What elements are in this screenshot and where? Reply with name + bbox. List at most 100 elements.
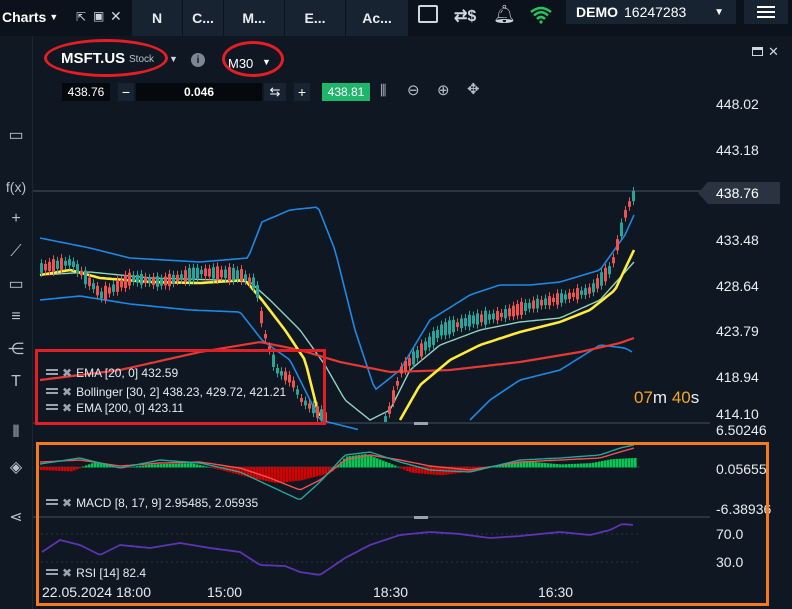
- move-icon[interactable]: ✥: [467, 81, 480, 98]
- info-icon[interactable]: i: [191, 53, 205, 67]
- tab-3[interactable]: M...: [224, 0, 285, 36]
- settings-lines-icon[interactable]: [46, 498, 58, 508]
- legend-macd[interactable]: ✖ MACD [8, 17, 9] 2.95485, 2.05935: [46, 496, 258, 510]
- candle-body: [188, 268, 191, 282]
- layout-icon[interactable]: [418, 5, 438, 23]
- tab-2[interactable]: C...: [183, 0, 224, 36]
- tab-5[interactable]: Ac...: [346, 0, 409, 36]
- macd-histogram-bar: [133, 466, 136, 468]
- time-tick: 15:00: [207, 584, 243, 600]
- account-type: DEMO: [576, 4, 618, 20]
- candle-body: [576, 288, 579, 300]
- macd-histogram-bar: [568, 464, 571, 468]
- legend-rsi[interactable]: ✖ RSI [14] 82.4: [46, 566, 146, 580]
- macd-histogram-bar: [280, 467, 283, 483]
- bell-icon[interactable]: 🔔︎: [493, 4, 516, 24]
- current-price: 438.76: [716, 185, 759, 201]
- candle-body: [472, 315, 475, 324]
- zoom-in-icon[interactable]: ⊕: [437, 82, 450, 99]
- macd-histogram-bar: [97, 462, 100, 468]
- chevron-down-icon: ▼: [714, 6, 724, 18]
- remove-icon[interactable]: ✖: [62, 385, 73, 399]
- candle-body: [528, 302, 531, 309]
- volume-input[interactable]: 0.046: [136, 83, 262, 101]
- macd-histogram-bar: [577, 463, 580, 468]
- remove-icon[interactable]: ✖: [62, 366, 73, 380]
- candle-body: [300, 397, 303, 403]
- macd-histogram-bar: [559, 464, 562, 468]
- macd-tick: -6.38936: [716, 501, 772, 517]
- close-icon[interactable]: ✕: [110, 8, 122, 24]
- legend-bollinger[interactable]: ✖ Bollinger [30, 2] 438.23, 429.72, 421.…: [46, 385, 286, 399]
- charts-menu[interactable]: Charts ▼: [2, 9, 58, 25]
- layers-icon[interactable]: ◈: [9, 459, 23, 476]
- candle-body: [268, 346, 271, 351]
- rsi-line: [41, 523, 634, 576]
- candle-body: [304, 400, 307, 406]
- candle-body: [524, 303, 527, 311]
- legend-ema20[interactable]: ✖ EMA [20, 0] 432.59: [46, 366, 178, 380]
- macd-histogram-bar: [220, 467, 223, 471]
- candle-body: [604, 267, 607, 282]
- legend-text: MACD [8, 17, 9] 2.95485, 2.05935: [76, 496, 259, 510]
- window-icon[interactable]: ▭: [8, 127, 24, 144]
- settings-lines-icon[interactable]: [46, 568, 58, 578]
- dollar-transfer-icon[interactable]: ⇄$: [454, 8, 477, 25]
- macd-histogram-bar: [94, 462, 97, 468]
- macd-histogram-bar: [553, 463, 556, 468]
- detach-icon[interactable]: ⇱: [76, 10, 87, 24]
- zoom-out-icon[interactable]: ⊖: [407, 82, 420, 99]
- pitchfork-icon[interactable]: ⋲: [8, 341, 24, 358]
- candle-body: [484, 310, 487, 325]
- macd-histogram-bar: [241, 467, 244, 476]
- chart-type-icon[interactable]: ⫼: [380, 82, 387, 98]
- crosshair-icon[interactable]: +: [11, 210, 21, 227]
- settings-lines-icon[interactable]: [46, 387, 58, 397]
- fibonacci-icon[interactable]: ≡: [11, 308, 21, 325]
- rectangle-icon[interactable]: ▭: [8, 276, 24, 293]
- text-icon[interactable]: T: [11, 373, 21, 390]
- swap-icon[interactable]: ⇆: [264, 83, 286, 101]
- candle-body: [84, 270, 87, 285]
- tab-label: C...: [192, 10, 214, 26]
- candle-body: [168, 273, 171, 287]
- indicators-icon[interactable]: ⫴: [12, 424, 20, 441]
- sell-price-box[interactable]: 438.76: [62, 83, 110, 101]
- settings-lines-icon[interactable]: [46, 403, 58, 413]
- candle-body: [232, 268, 235, 281]
- remove-icon[interactable]: ✖: [62, 496, 73, 510]
- candle-body: [164, 276, 167, 286]
- macd-histogram-bar: [328, 467, 331, 474]
- volume-decrease-button[interactable]: −: [118, 83, 134, 101]
- hamburger-menu-icon[interactable]: [744, 0, 788, 24]
- time-tick: 18:30: [373, 584, 409, 600]
- volume-increase-button[interactable]: +: [294, 83, 310, 101]
- macd-histogram-bar: [616, 458, 619, 468]
- remove-icon[interactable]: ✖: [62, 401, 73, 415]
- candle-body: [196, 267, 199, 279]
- panel-close-icon[interactable]: ✕: [768, 44, 779, 59]
- macd-histogram-bar: [295, 467, 298, 482]
- settings-lines-icon[interactable]: [46, 368, 58, 378]
- macd-histogram-bar: [130, 467, 133, 468]
- tab-1[interactable]: N: [132, 0, 183, 36]
- macd-histogram-bar: [217, 467, 220, 470]
- macd-histogram-bar: [247, 467, 250, 478]
- trendline-icon[interactable]: ⟋: [10, 243, 22, 260]
- macd-histogram-bar: [289, 467, 292, 482]
- account-selector[interactable]: DEMO 16247283 ▼: [566, 0, 736, 24]
- remove-icon[interactable]: ✖: [62, 566, 73, 580]
- maximize-icon[interactable]: ▣: [93, 9, 105, 23]
- legend-ema200[interactable]: ✖ EMA [200, 0] 423.11: [46, 401, 184, 415]
- buy-price-box[interactable]: 438.81: [322, 83, 370, 101]
- macd-histogram-bar: [520, 462, 523, 468]
- dropdown-arrow-icon[interactable]: ▼: [169, 54, 178, 64]
- macd-histogram-bar: [565, 464, 568, 468]
- function-icon[interactable]: f(x): [5, 179, 27, 195]
- share-icon[interactable]: ⋖: [9, 509, 23, 526]
- candle-body: [392, 390, 395, 404]
- panel-minimize-icon[interactable]: [752, 47, 763, 56]
- tab-4[interactable]: E...: [285, 0, 346, 36]
- macd-histogram-bar: [76, 467, 79, 470]
